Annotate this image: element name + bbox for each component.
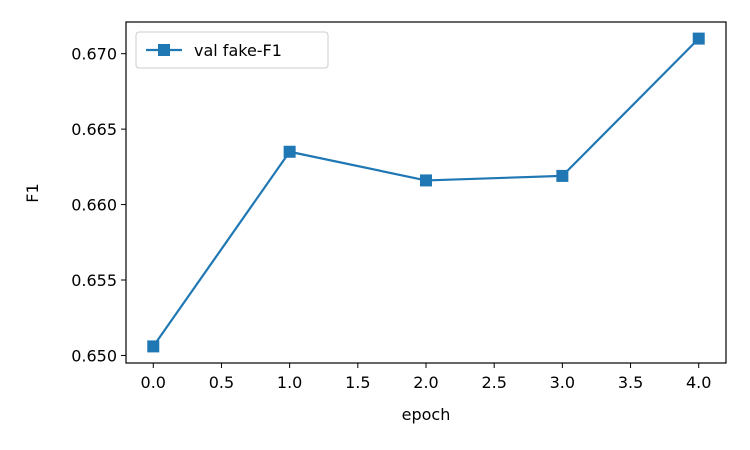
x-tick-label: 3.0 [550, 373, 575, 392]
y-tick-label: 0.670 [71, 45, 117, 64]
legend: val fake-F1 [135, 31, 329, 69]
legend-marker-swatch [158, 44, 170, 56]
y-tick-label: 0.660 [71, 196, 117, 215]
x-tick-label: 3.5 [618, 373, 643, 392]
data-point-marker [283, 145, 296, 158]
x-tick-label: 0.0 [141, 373, 166, 392]
x-tick-label: 1.5 [345, 373, 370, 392]
plot-frame [125, 21, 727, 364]
plot-layer: 0.0 0.5 1.0 1.5 2.0 2.5 3.0 3.5 4.0 0.650 0.655 0.6… [71, 21, 727, 392]
y-tick-label: 0.650 [71, 346, 117, 365]
y-axis-label: F1 [23, 183, 42, 202]
legend-box [135, 31, 329, 69]
y-tick-label: 0.665 [71, 120, 117, 139]
x-tick-label: 0.5 [209, 373, 234, 392]
series-line [152, 37, 700, 348]
x-tick-label: 4.0 [686, 373, 711, 392]
data-point-marker [556, 169, 569, 182]
x-axis-label: epoch [402, 405, 451, 424]
x-tick-label: 1.0 [277, 373, 302, 392]
x-tick-label: 2.0 [413, 373, 438, 392]
data-point-marker [692, 32, 705, 45]
data-point-marker [420, 174, 432, 187]
legend-label: val fake-F1 [194, 41, 282, 60]
y-tick-label: 0.655 [71, 271, 117, 290]
data-point-marker [147, 340, 160, 353]
x-tick-label: 2.5 [481, 373, 506, 392]
